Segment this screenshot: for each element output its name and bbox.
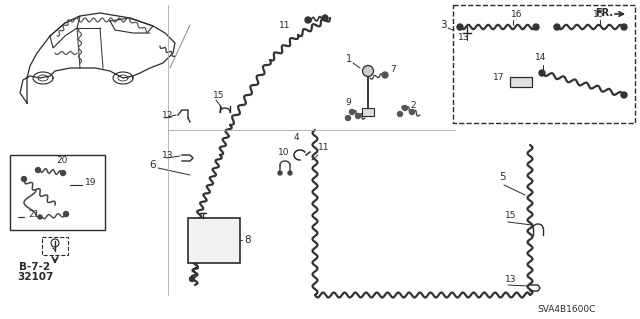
Text: 5: 5 [499,172,506,182]
Text: 15: 15 [213,91,225,100]
Text: 8: 8 [244,235,251,245]
Text: 4: 4 [293,133,299,142]
Text: 19: 19 [85,178,97,187]
Circle shape [533,24,539,30]
Circle shape [63,211,68,217]
Text: 20: 20 [56,156,68,165]
Text: 13: 13 [162,151,173,160]
Text: 15: 15 [593,10,605,19]
Circle shape [35,167,40,173]
Circle shape [382,72,388,78]
Bar [510,77,532,87]
Text: 21: 21 [28,210,40,219]
Bar [362,108,374,116]
Circle shape [38,215,42,219]
Circle shape [61,170,65,175]
Bar [188,218,240,263]
Text: 7: 7 [390,65,396,74]
Text: SVA4B1600C: SVA4B1600C [537,305,595,314]
Circle shape [22,176,26,182]
Text: 1: 1 [346,54,352,64]
Bar [42,237,68,255]
Circle shape [288,171,292,175]
Circle shape [457,24,463,30]
Circle shape [397,112,403,116]
Text: FR.: FR. [595,8,613,18]
Text: 6: 6 [150,160,156,170]
Text: 10: 10 [278,148,289,157]
Circle shape [305,17,311,23]
Circle shape [621,92,627,98]
Text: 17: 17 [493,73,504,82]
Text: B-7-2: B-7-2 [19,262,51,272]
Circle shape [362,65,374,77]
Circle shape [554,24,560,30]
Bar [10,155,105,230]
Text: 12: 12 [162,111,173,120]
Text: 15: 15 [505,211,516,220]
Circle shape [189,277,195,281]
Circle shape [355,114,360,118]
Text: 11: 11 [279,21,291,30]
Circle shape [403,106,408,110]
Text: 2: 2 [410,101,415,110]
Text: 3: 3 [440,20,447,30]
Circle shape [349,109,355,115]
Circle shape [322,15,328,21]
Circle shape [278,171,282,175]
Text: 16: 16 [511,10,522,19]
Text: 14: 14 [535,53,547,62]
Circle shape [410,109,415,115]
Text: 13: 13 [458,33,470,42]
Text: 13: 13 [505,275,516,284]
Bar [453,5,635,123]
Circle shape [346,115,351,121]
Text: 11: 11 [318,143,330,152]
Circle shape [539,70,545,76]
Circle shape [621,24,627,30]
Text: 9: 9 [345,98,351,107]
Text: 32107: 32107 [17,272,53,282]
